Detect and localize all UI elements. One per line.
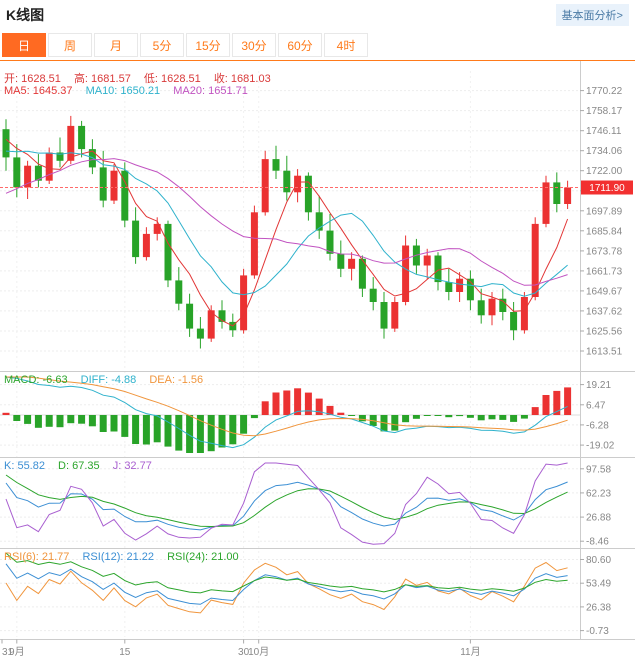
svg-text:1770.22: 1770.22	[586, 86, 623, 97]
svg-text:62.23: 62.23	[586, 488, 611, 499]
svg-text:-6.28: -6.28	[586, 420, 609, 431]
svg-text:1697.89: 1697.89	[586, 206, 623, 217]
interval-tabbar: 日 周 月 5分 15分 30分 60分 4时	[0, 30, 635, 61]
svg-text:11月: 11月	[460, 646, 480, 658]
kline-chart-canvas[interactable]: 1770.221758.171746.111734.061722.001709.…	[0, 61, 635, 672]
current-price-marker: 1711.90	[0, 180, 633, 195]
svg-text:26.38: 26.38	[586, 602, 611, 613]
y-axis-labels: 1770.221758.171746.111734.061722.001709.…	[580, 86, 623, 637]
header: K线图 基本面分析>	[0, 0, 635, 30]
svg-text:1661.73: 1661.73	[586, 266, 623, 277]
svg-text:19.21: 19.21	[586, 380, 611, 391]
svg-text:1758.17: 1758.17	[586, 106, 623, 117]
svg-text:53.49: 53.49	[586, 579, 611, 590]
svg-text:-8.46: -8.46	[586, 537, 609, 548]
chart-area: 开: 1628.51 高: 1681.57 低: 1628.51 收: 1681…	[0, 61, 635, 672]
tab-4hour[interactable]: 4时	[324, 33, 368, 57]
svg-text:30: 30	[238, 647, 250, 658]
svg-text:80.60: 80.60	[586, 555, 611, 566]
svg-text:1613.51: 1613.51	[586, 347, 623, 358]
svg-text:1625.56: 1625.56	[586, 327, 623, 338]
svg-text:1711.90: 1711.90	[589, 183, 625, 194]
svg-text:1649.67: 1649.67	[586, 286, 623, 297]
tab-30min[interactable]: 30分	[232, 33, 276, 57]
candles-layer	[2, 115, 572, 349]
svg-text:6.47: 6.47	[586, 400, 606, 411]
svg-text:31: 31	[2, 647, 14, 658]
panel-borders	[0, 61, 635, 640]
macd-layer	[2, 376, 572, 453]
svg-text:1637.62: 1637.62	[586, 306, 623, 317]
ma-layer	[5, 138, 569, 327]
svg-text:-19.02: -19.02	[586, 441, 615, 452]
svg-text:15: 15	[119, 647, 131, 658]
kdj-layer	[5, 462, 568, 545]
svg-text:1734.06: 1734.06	[586, 146, 623, 157]
rsi-layer	[5, 552, 568, 614]
fundamental-analysis-link[interactable]: 基本面分析>	[555, 4, 629, 26]
page-title: K线图	[6, 7, 45, 23]
tab-60min[interactable]: 60分	[278, 33, 322, 57]
svg-text:1673.78: 1673.78	[586, 246, 623, 257]
svg-text:-0.73: -0.73	[586, 626, 609, 637]
svg-text:10月: 10月	[248, 646, 269, 658]
svg-text:97.58: 97.58	[586, 464, 611, 475]
tab-15min[interactable]: 15分	[186, 33, 230, 57]
svg-text:1746.11: 1746.11	[586, 126, 622, 137]
svg-text:26.88: 26.88	[586, 513, 611, 524]
svg-text:1722.00: 1722.00	[586, 166, 623, 177]
tab-day[interactable]: 日	[2, 33, 46, 57]
tab-week[interactable]: 周	[48, 33, 92, 57]
svg-text:9月: 9月	[9, 646, 25, 658]
tab-month[interactable]: 月	[94, 33, 138, 57]
tab-5min[interactable]: 5分	[140, 33, 184, 57]
svg-text:1685.84: 1685.84	[586, 226, 623, 237]
